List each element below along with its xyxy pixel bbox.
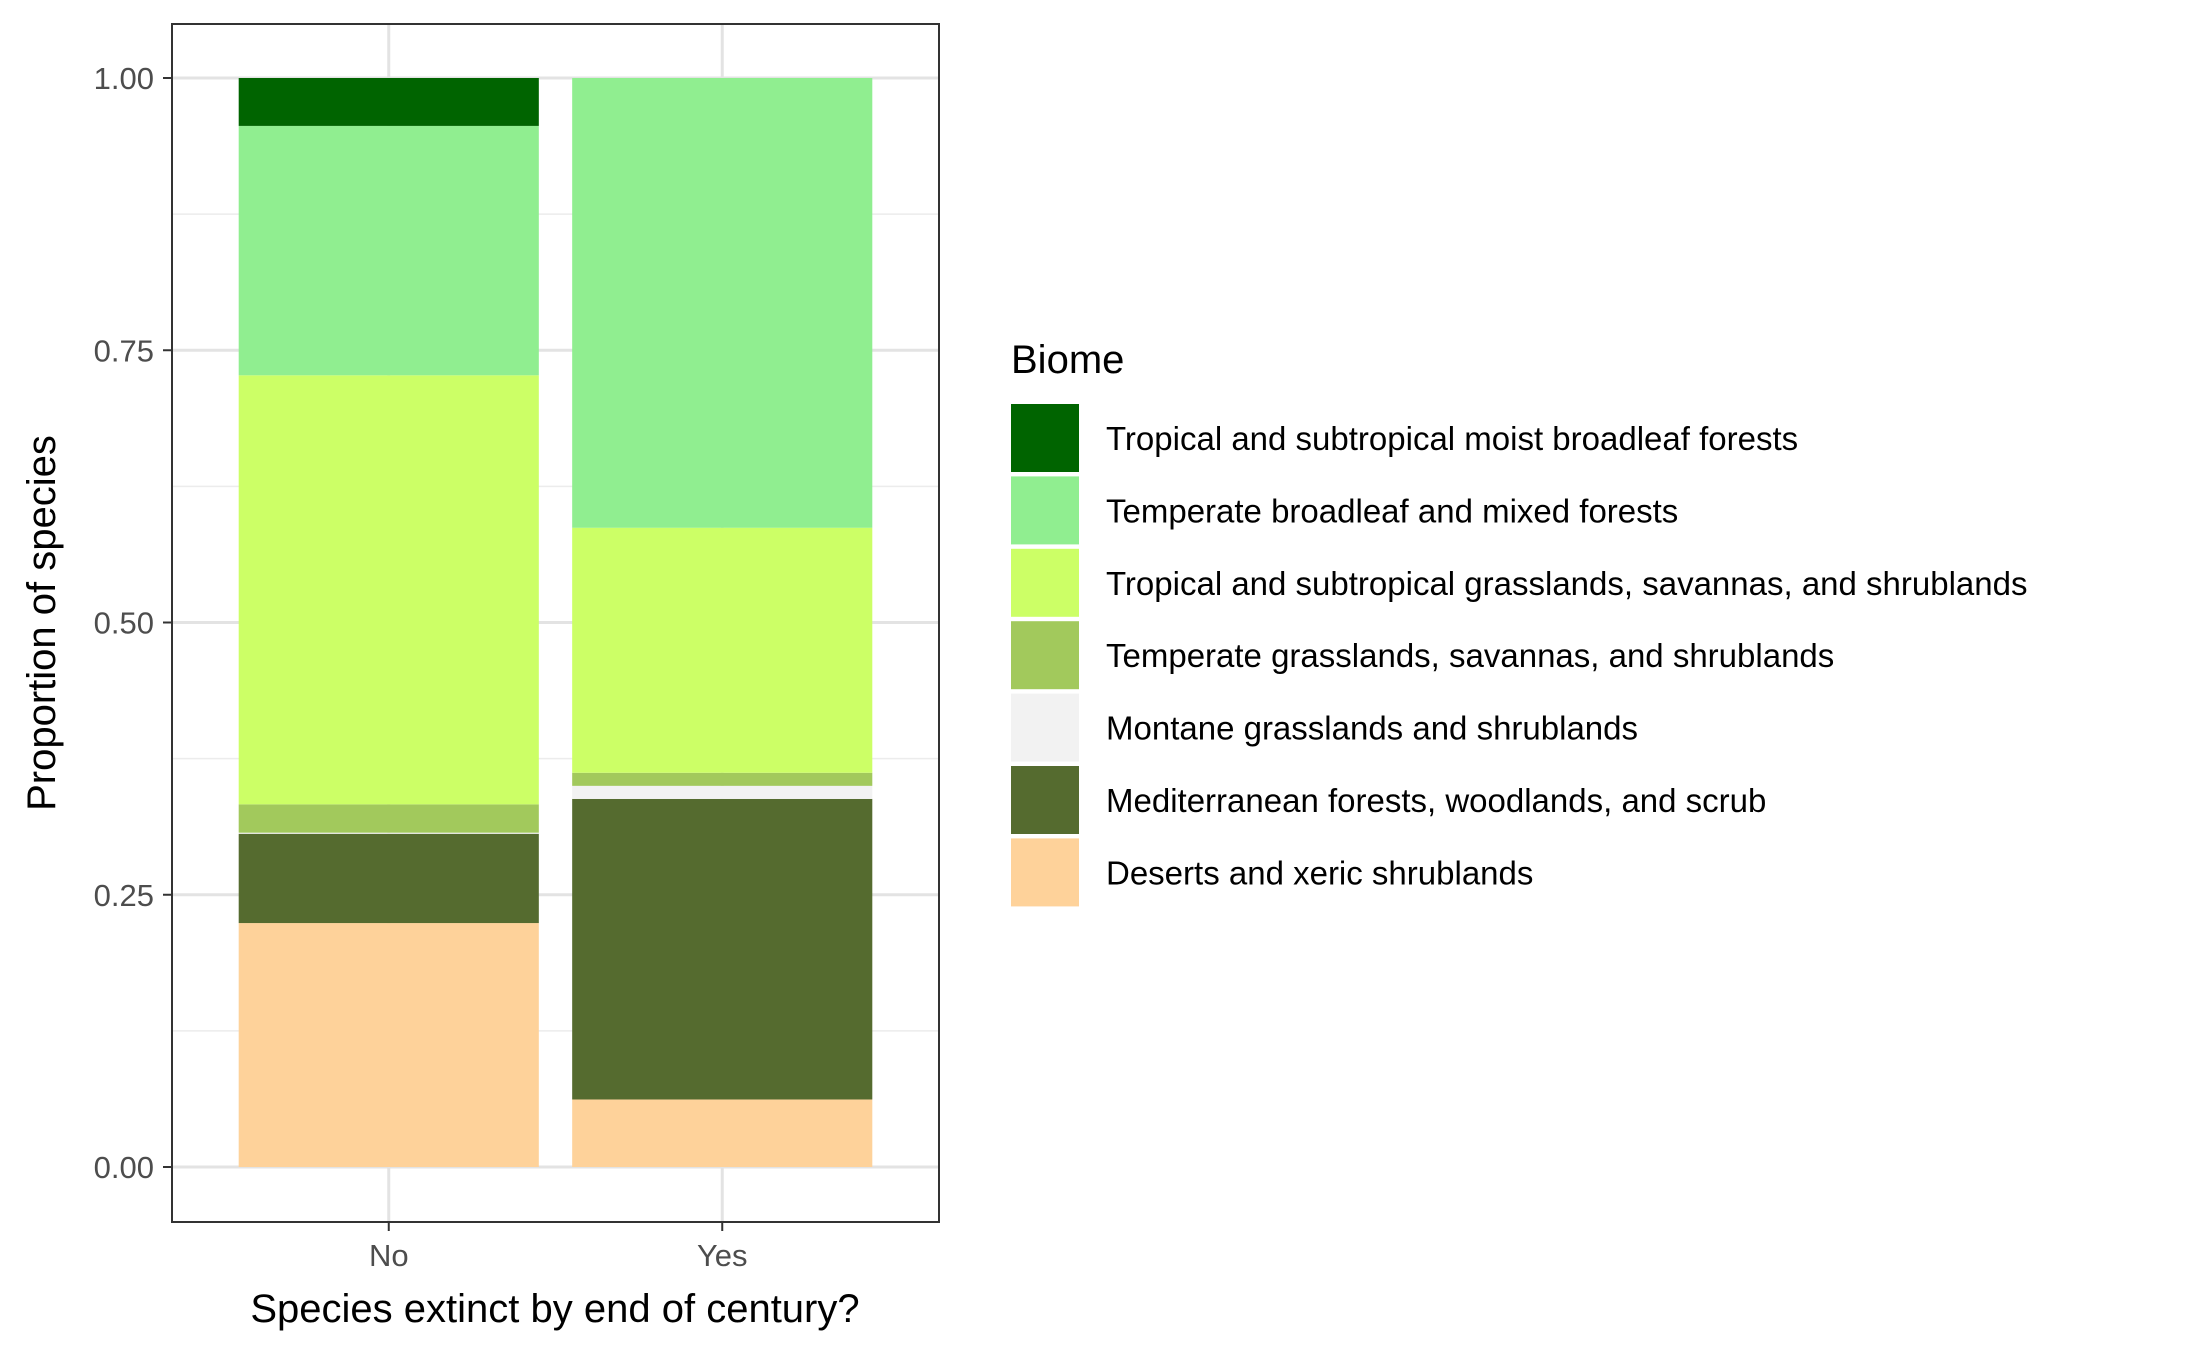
bar-segment xyxy=(572,527,873,773)
bar-segment xyxy=(238,833,539,924)
bar-segment xyxy=(238,804,539,833)
legend-key xyxy=(1011,548,1079,617)
y-tick-label: 0.00 xyxy=(94,1150,154,1185)
legend-key xyxy=(1011,621,1079,690)
legend-key xyxy=(1011,766,1079,834)
y-tick-label: 1.00 xyxy=(94,61,154,96)
bar-segment xyxy=(238,832,539,834)
x-axis-title: Species extinct by end of century? xyxy=(250,1287,859,1331)
legend: Biome Tropical and subtropical moist bro… xyxy=(1011,338,2028,907)
bar-segment xyxy=(238,125,539,376)
bar-segment xyxy=(238,923,539,1167)
legend-label: Mediterranean forests, woodlands, and sc… xyxy=(1106,782,1766,819)
legend-label: Temperate grasslands, savannas, and shru… xyxy=(1106,637,1834,674)
y-tick-label: 0.25 xyxy=(94,878,154,913)
legend-key xyxy=(1011,476,1079,545)
x-axis: No Yes xyxy=(369,1222,748,1273)
legend-label: Tropical and subtropical moist broadleaf… xyxy=(1106,420,1798,457)
legend-key xyxy=(1011,838,1079,907)
x-tick-label: Yes xyxy=(697,1238,748,1273)
bar-segment xyxy=(238,375,539,805)
y-axis-title: Proportion of species xyxy=(20,435,64,811)
bars xyxy=(238,78,873,1167)
bar-segment xyxy=(572,78,873,528)
legend-title: Biome xyxy=(1011,338,1124,382)
legend-label: Tropical and subtropical grasslands, sav… xyxy=(1106,565,2028,602)
bar-segment xyxy=(572,1099,873,1167)
bar-segment xyxy=(572,785,873,799)
y-tick-label: 0.50 xyxy=(94,606,154,641)
y-tick-label: 0.75 xyxy=(94,333,154,368)
legend-key xyxy=(1011,693,1079,762)
bar-segment xyxy=(238,78,539,126)
x-tick-label: No xyxy=(369,1238,409,1273)
legend-key xyxy=(1011,404,1079,472)
bar-segment xyxy=(572,772,873,786)
legend-label: Deserts and xeric shrublands xyxy=(1106,854,1533,891)
bar-segment xyxy=(572,798,873,1100)
legend-items: Tropical and subtropical moist broadleaf… xyxy=(1011,404,2028,907)
y-axis: 0.00 0.25 0.50 0.75 1.00 xyxy=(94,61,172,1185)
legend-label: Montane grasslands and shrublands xyxy=(1106,710,1638,747)
legend-label: Temperate broadleaf and mixed forests xyxy=(1106,492,1678,529)
